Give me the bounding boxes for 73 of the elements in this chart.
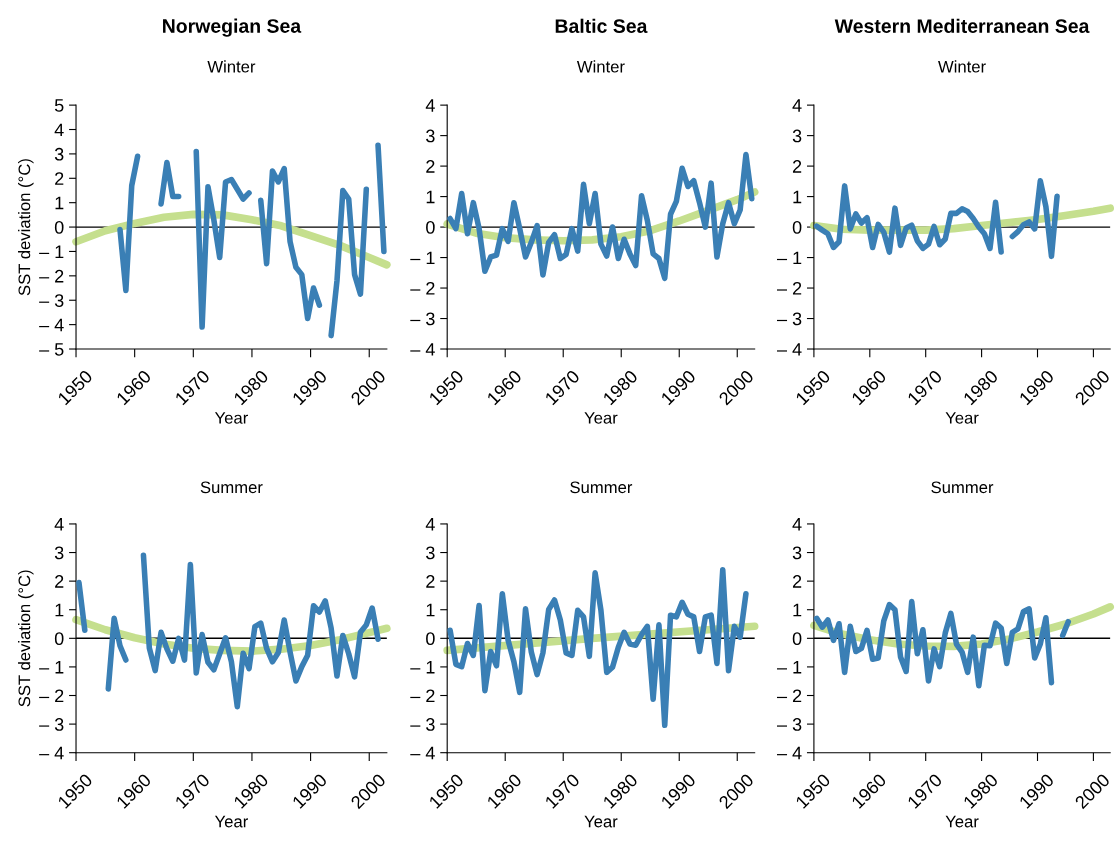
y-tick-label: 0 <box>792 632 802 646</box>
y-tick-label: – 3 <box>410 312 435 326</box>
y-tick-label: 2 <box>792 575 802 588</box>
y-tick-label: – 4 <box>777 746 802 760</box>
y-tick-label: – 3 <box>410 718 435 731</box>
y-tick-label: 1 <box>793 603 802 617</box>
y-tick-label: 1 <box>55 603 64 617</box>
x-axis-title: Year <box>584 815 618 828</box>
y-tick-label: 0 <box>426 632 435 646</box>
y-tick-label: 3 <box>792 546 802 560</box>
y-tick-label: – 4 <box>410 343 435 356</box>
y-tick-label: – 1 <box>39 245 64 258</box>
y-tick-label: – 3 <box>39 294 64 307</box>
y-tick-label: 3 <box>54 147 64 161</box>
chart-subtitle: Winter <box>576 60 625 73</box>
y-tick-label: 3 <box>426 129 435 143</box>
y-tick-label: – 4 <box>39 746 64 760</box>
x-axis-title: Year <box>945 412 979 424</box>
x-axis-title: Year <box>214 412 248 424</box>
y-tick-label: – 1 <box>777 661 802 674</box>
chart-subtitle: Summer <box>931 481 994 494</box>
y-tick-label: 2 <box>426 575 435 588</box>
chart-subtitle: Summer <box>570 481 633 494</box>
chart-title: Norwegian Sea <box>163 18 302 37</box>
y-tick-label: 5 <box>54 99 64 112</box>
y-tick-label: 3 <box>426 546 435 560</box>
y-tick-label: 2 <box>792 160 802 173</box>
y-tick-label: 4 <box>792 518 802 531</box>
y-tick-label: – 2 <box>39 269 64 283</box>
y-tick-label: – 1 <box>410 661 435 674</box>
y-tick-label: – 2 <box>39 689 64 703</box>
y-tick-label: 4 <box>425 99 435 112</box>
y-tick-label: – 1 <box>777 251 802 265</box>
y-axis-title: SST deviation (°C) <box>18 570 34 707</box>
y-tick-label: 3 <box>792 129 802 143</box>
chart-subtitle: Winter <box>938 60 986 73</box>
y-tick-label: 4 <box>54 123 64 137</box>
chart-title: Western Mediterranean Sea <box>834 18 1090 33</box>
y-axis-title: SST deviation (°C) <box>18 159 34 296</box>
x-axis-title: Year <box>584 412 618 424</box>
y-tick-label: 4 <box>54 518 64 531</box>
y-tick-label: 1 <box>426 190 435 204</box>
y-tick-label: – 5 <box>39 343 64 356</box>
y-tick-label: 1 <box>793 190 802 204</box>
y-tick-label: 1 <box>55 196 64 210</box>
y-tick-label: – 2 <box>777 689 802 703</box>
y-tick-label: 0 <box>792 221 802 234</box>
y-tick-label: – 3 <box>777 718 802 731</box>
y-tick-label: 0 <box>426 221 435 234</box>
x-axis-title: Year <box>214 815 248 828</box>
chart-subtitle: Summer <box>200 481 263 494</box>
y-tick-label: – 1 <box>410 251 435 265</box>
y-tick-label: 3 <box>54 546 64 560</box>
y-tick-label: 2 <box>426 160 435 173</box>
y-tick-label: – 3 <box>777 312 802 326</box>
y-tick-label: – 2 <box>410 689 435 703</box>
y-tick-label: – 4 <box>777 343 802 356</box>
y-tick-label: 2 <box>55 172 64 185</box>
y-tick-label: – 4 <box>39 318 64 332</box>
y-tick-label: – 1 <box>39 661 64 674</box>
x-axis-title: Year <box>945 815 979 828</box>
y-tick-label: – 2 <box>777 281 802 295</box>
y-tick-label: 0 <box>54 632 64 646</box>
y-tick-label: – 3 <box>39 718 64 731</box>
y-tick-label: 4 <box>425 518 435 531</box>
chart-title: Baltic Sea <box>555 18 648 33</box>
y-tick-label: 2 <box>55 575 64 588</box>
y-tick-label: – 2 <box>410 281 435 295</box>
chart-subtitle: Winter <box>207 60 256 73</box>
y-tick-label: – 4 <box>410 746 435 760</box>
y-tick-label: 0 <box>54 221 64 234</box>
y-tick-label: 4 <box>792 99 802 112</box>
y-tick-label: 1 <box>426 603 435 617</box>
